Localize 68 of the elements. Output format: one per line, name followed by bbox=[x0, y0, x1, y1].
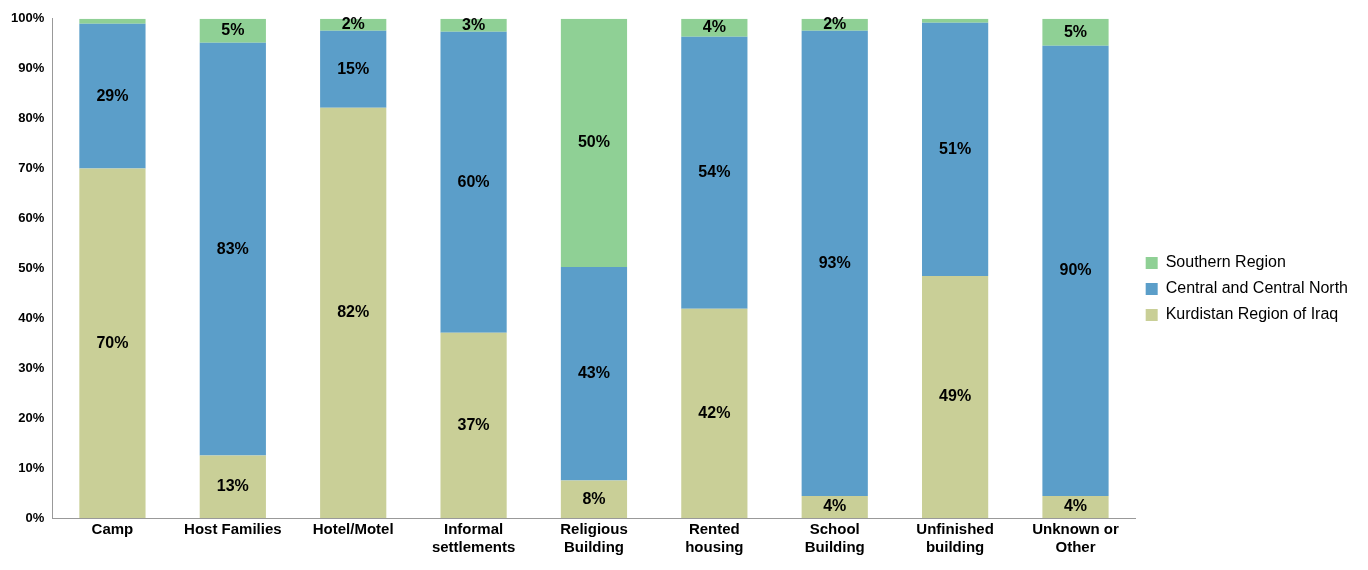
y-tick-label: 90% bbox=[18, 60, 45, 76]
data-label: 37% bbox=[457, 415, 490, 433]
bar bbox=[320, 107, 387, 518]
data-label: 82% bbox=[337, 303, 370, 321]
data-label: 29% bbox=[96, 86, 129, 104]
y-tick-label: 0% bbox=[25, 509, 45, 525]
data-label: 4% bbox=[1063, 497, 1088, 515]
bar bbox=[79, 23, 146, 169]
x-tick-label: Unfinished building bbox=[916, 520, 994, 556]
data-label: 83% bbox=[216, 239, 249, 257]
legend-label: Central and Central North bbox=[1165, 279, 1348, 297]
x-tick-label: Hotel/Motel bbox=[312, 520, 394, 538]
data-label: 42% bbox=[698, 403, 731, 421]
bar bbox=[1042, 45, 1109, 497]
data-label: 70% bbox=[96, 333, 129, 351]
data-label: 50% bbox=[577, 133, 610, 151]
data-label: 51% bbox=[939, 139, 972, 157]
bar bbox=[560, 18, 628, 267]
x-tick-label: School Building bbox=[804, 520, 865, 556]
data-label: 4% bbox=[823, 497, 847, 515]
data-label: 2% bbox=[341, 15, 365, 33]
y-tick-label: 50% bbox=[18, 259, 45, 275]
data-label: 93% bbox=[818, 253, 851, 271]
data-label: 90% bbox=[1059, 261, 1092, 279]
data-label: 4% bbox=[702, 18, 726, 36]
bar bbox=[440, 332, 507, 518]
x-tick-label: Religious Building bbox=[560, 520, 628, 556]
y-tick-label: 20% bbox=[18, 409, 45, 425]
y-tick-label: 10% bbox=[18, 459, 45, 475]
bar bbox=[560, 266, 628, 481]
y-tick-label: 30% bbox=[18, 359, 45, 375]
data-label: 60% bbox=[457, 172, 490, 190]
bar bbox=[922, 275, 989, 518]
bar bbox=[681, 36, 748, 309]
bar bbox=[922, 18, 989, 23]
bar bbox=[922, 22, 989, 276]
legend-label: Kurdistan Region of Iraq bbox=[1165, 305, 1339, 323]
data-label: 54% bbox=[698, 163, 731, 181]
y-tick-label: 70% bbox=[18, 160, 45, 176]
data-label: 8% bbox=[582, 489, 606, 507]
data-label: 2% bbox=[823, 15, 847, 33]
bar bbox=[199, 42, 266, 456]
data-label: 3% bbox=[462, 15, 486, 33]
bar bbox=[1042, 18, 1109, 46]
data-label: 13% bbox=[216, 477, 249, 495]
y-tick-label: 40% bbox=[18, 309, 45, 325]
y-tick-label: 80% bbox=[18, 110, 45, 126]
data-label: 15% bbox=[337, 59, 370, 77]
x-tick-label: Unknown or Other bbox=[1032, 520, 1119, 556]
bar bbox=[320, 30, 387, 108]
bar bbox=[801, 30, 868, 497]
x-tick-label: Camp bbox=[91, 520, 134, 538]
bar bbox=[199, 455, 266, 518]
bar bbox=[440, 31, 507, 333]
bar bbox=[79, 168, 146, 518]
x-tick-label: Informal settlements bbox=[431, 520, 516, 556]
x-tick-label: Rented housing bbox=[685, 520, 744, 556]
data-label: 43% bbox=[577, 364, 610, 382]
data-label: 49% bbox=[939, 387, 972, 405]
y-tick-label: 60% bbox=[18, 210, 45, 226]
x-tick-label: Host Families bbox=[184, 520, 282, 538]
data-label: 5% bbox=[221, 21, 245, 39]
legend-label: Southern Region bbox=[1165, 253, 1286, 271]
bar bbox=[681, 308, 748, 518]
bar bbox=[79, 18, 146, 24]
y-tick-label: 100% bbox=[11, 10, 45, 26]
bar bbox=[560, 480, 628, 518]
data-label: 5% bbox=[1063, 22, 1088, 40]
